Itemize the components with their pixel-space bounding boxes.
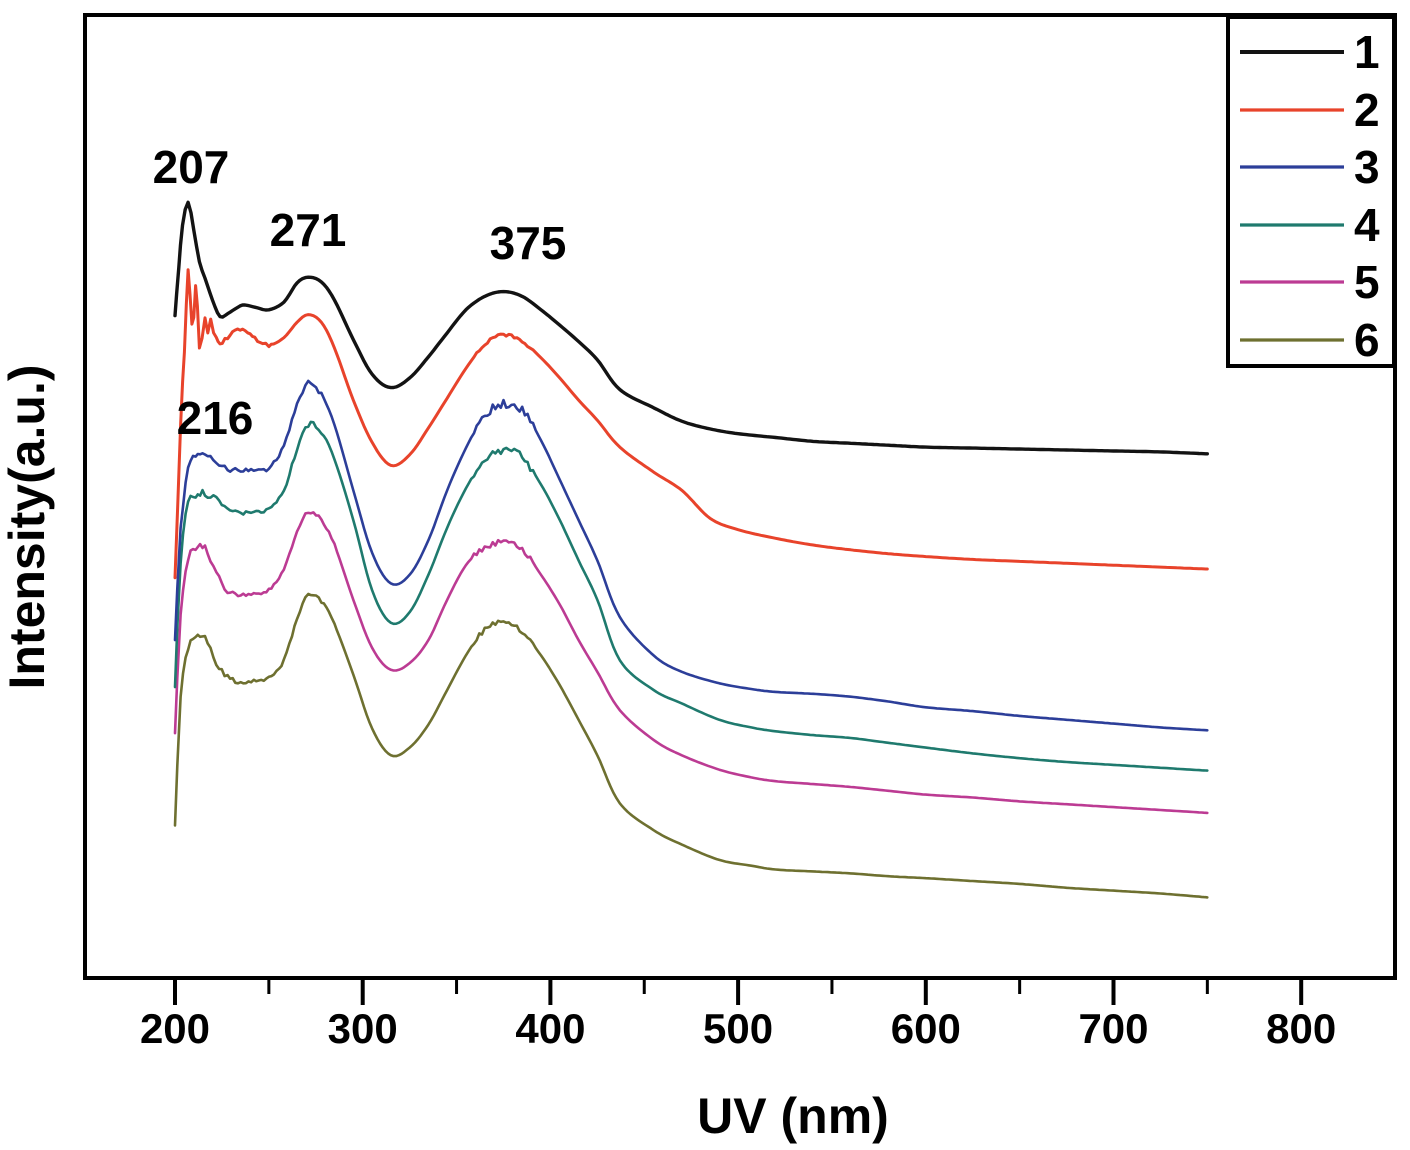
legend-box [1226, 15, 1396, 368]
x-axis-ticks: 200 300 400 500 600 700 800 [140, 980, 1336, 1052]
spectra-curves [173, 200, 1209, 899]
y-axis-title: Intensity(a.u.) [0, 364, 55, 689]
peak-label-216: 216 [177, 392, 254, 444]
spectrum-curve-4 [173, 420, 1209, 772]
spectrum-curve-3 [173, 379, 1209, 732]
legend-label-6: 6 [1354, 314, 1380, 366]
spectrum-curve-6 [173, 592, 1209, 899]
x-tick-label: 300 [328, 1005, 398, 1052]
x-axis-title: UV (nm) [697, 1088, 889, 1144]
legend: 1 23 45 6 [1226, 15, 1396, 368]
plot-border [83, 13, 1397, 980]
x-tick-label: 400 [515, 1005, 585, 1052]
legend-label-2: 2 [1354, 84, 1380, 136]
peak-label-207: 207 [153, 141, 230, 193]
x-tick-label: 500 [703, 1005, 773, 1052]
spectrum-curve-5 [173, 511, 1209, 815]
legend-label-4: 4 [1354, 199, 1380, 251]
peak-annotations: 207 216 271 375 [153, 141, 567, 444]
legend-label-3: 3 [1354, 141, 1380, 193]
legend-label-1: 1 [1354, 26, 1380, 78]
peak-label-271: 271 [270, 204, 347, 256]
spectrum-curve-2 [173, 268, 1209, 580]
x-tick-label: 600 [891, 1005, 961, 1052]
spectrum-curve-1 [173, 200, 1209, 456]
x-tick-label: 700 [1078, 1005, 1148, 1052]
x-tick-label: 200 [140, 1005, 210, 1052]
peak-label-375: 375 [490, 217, 567, 269]
legend-label-5: 5 [1354, 256, 1380, 308]
x-tick-label: 800 [1266, 1005, 1336, 1052]
